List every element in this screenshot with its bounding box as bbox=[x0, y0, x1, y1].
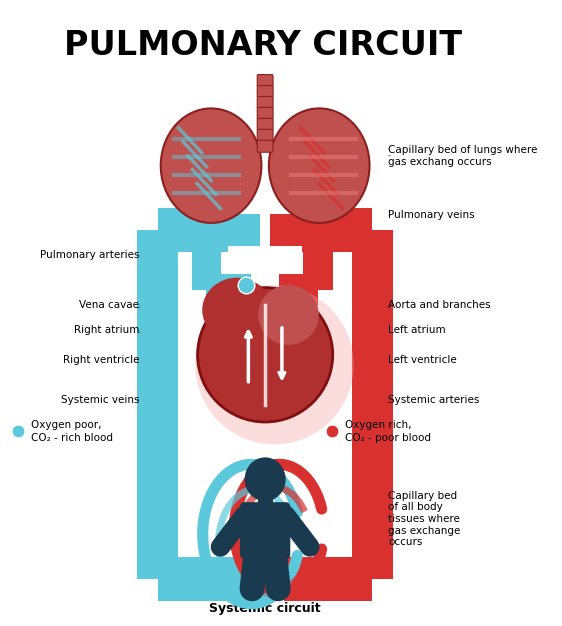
Text: Pulmonary arteries: Pulmonary arteries bbox=[40, 250, 139, 260]
FancyBboxPatch shape bbox=[206, 215, 260, 246]
Text: Systemic circuit: Systemic circuit bbox=[209, 602, 321, 615]
Ellipse shape bbox=[195, 285, 353, 444]
FancyBboxPatch shape bbox=[284, 557, 372, 601]
Text: Systemic arteries: Systemic arteries bbox=[388, 394, 479, 404]
Text: PULMONARY CIRCUIT: PULMONARY CIRCUIT bbox=[64, 29, 463, 62]
FancyBboxPatch shape bbox=[240, 502, 291, 559]
FancyBboxPatch shape bbox=[257, 140, 273, 152]
Circle shape bbox=[244, 458, 285, 501]
Ellipse shape bbox=[269, 108, 370, 223]
Ellipse shape bbox=[161, 108, 261, 223]
Text: Capillary bed of lungs where
gas exchang occurs: Capillary bed of lungs where gas exchang… bbox=[388, 145, 537, 167]
Text: Oxygen rich,
CO₂ - poor blood: Oxygen rich, CO₂ - poor blood bbox=[345, 420, 431, 443]
FancyBboxPatch shape bbox=[138, 230, 179, 579]
Text: Left ventricle: Left ventricle bbox=[388, 355, 457, 365]
FancyBboxPatch shape bbox=[257, 86, 273, 98]
Ellipse shape bbox=[258, 285, 319, 345]
Text: Aorta and branches: Aorta and branches bbox=[388, 300, 491, 310]
Text: Oxygen poor,
CO₂ - rich blood: Oxygen poor, CO₂ - rich blood bbox=[31, 420, 113, 443]
Text: Pulmonary veins: Pulmonary veins bbox=[388, 210, 475, 220]
FancyBboxPatch shape bbox=[257, 74, 273, 86]
Ellipse shape bbox=[202, 278, 272, 342]
FancyBboxPatch shape bbox=[270, 215, 318, 246]
FancyBboxPatch shape bbox=[303, 230, 333, 290]
FancyBboxPatch shape bbox=[279, 274, 318, 306]
Text: Systemic veins: Systemic veins bbox=[61, 394, 139, 404]
FancyBboxPatch shape bbox=[257, 130, 273, 141]
Ellipse shape bbox=[198, 287, 333, 422]
Text: Left atrium: Left atrium bbox=[388, 325, 446, 335]
FancyBboxPatch shape bbox=[302, 208, 372, 252]
Text: Right atrium: Right atrium bbox=[74, 325, 139, 335]
FancyBboxPatch shape bbox=[257, 118, 273, 130]
FancyBboxPatch shape bbox=[257, 96, 273, 108]
Text: Right ventricle: Right ventricle bbox=[63, 355, 139, 365]
FancyBboxPatch shape bbox=[257, 108, 273, 120]
FancyBboxPatch shape bbox=[352, 230, 393, 579]
Text: Capillary bed
of all body
tissues where
gas exchange
occurs: Capillary bed of all body tissues where … bbox=[388, 491, 460, 547]
Text: Vena cavae: Vena cavae bbox=[79, 300, 139, 310]
FancyBboxPatch shape bbox=[192, 230, 221, 290]
FancyBboxPatch shape bbox=[158, 557, 247, 601]
FancyBboxPatch shape bbox=[206, 274, 251, 306]
FancyBboxPatch shape bbox=[158, 208, 228, 252]
FancyBboxPatch shape bbox=[258, 497, 273, 507]
